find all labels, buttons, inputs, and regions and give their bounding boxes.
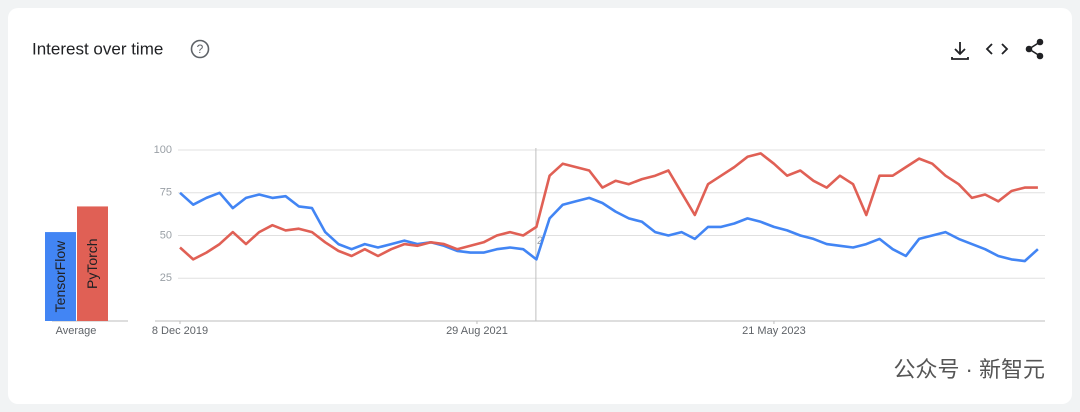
help-icon[interactable]: ? — [190, 39, 210, 59]
average-bar — [77, 206, 108, 321]
y-tick-label: 100 — [154, 144, 172, 156]
watermark: 公众号 · 新智元 — [893, 357, 1045, 382]
x-tick-label: 21 May 2023 — [742, 325, 806, 337]
legend-label: PyTorch — [84, 238, 100, 289]
share-button[interactable] — [1025, 38, 1044, 60]
annotation-label: 2 — [537, 235, 543, 247]
svg-text:?: ? — [197, 42, 204, 56]
y-tick-label: 50 — [160, 229, 172, 241]
download-button[interactable] — [951, 42, 969, 60]
average-label: Average — [56, 325, 97, 337]
series-line — [179, 152, 1038, 261]
card — [8, 8, 1072, 404]
x-tick-label: 8 Dec 2019 — [152, 325, 208, 337]
series-line — [179, 191, 1039, 263]
y-tick-label: 25 — [160, 272, 172, 284]
x-tick-label: 29 Aug 2021 — [446, 325, 508, 337]
legend-label: TensorFlow — [52, 240, 68, 312]
average-bar — [45, 232, 76, 321]
y-tick-label: 75 — [160, 187, 172, 199]
chart-title: Interest over time — [32, 39, 163, 58]
embed-button[interactable] — [985, 43, 1009, 55]
